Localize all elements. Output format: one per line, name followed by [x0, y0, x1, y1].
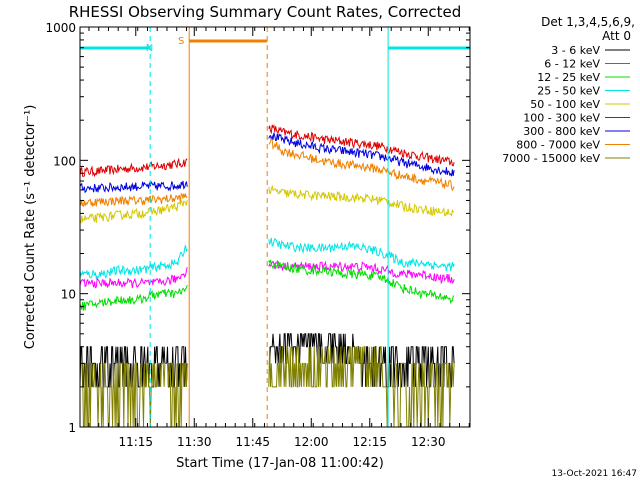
night-label: N: [146, 43, 153, 54]
saa-label: S: [178, 36, 184, 47]
plot-timestamp: 13-Oct-2021 16:47: [552, 469, 637, 479]
series-line-4-segment-0: [79, 245, 188, 281]
y-tick-label: 10: [61, 288, 76, 302]
series-line-0-segment-0: [79, 157, 188, 178]
x-tick-label: 11:15: [118, 435, 153, 449]
chart-title: RHESSI Observing Summary Count Rates, Co…: [69, 3, 462, 21]
series-line-2-segment-1: [268, 137, 455, 192]
x-tick-label: 11:45: [235, 435, 270, 449]
y-axis-label: Corrected Count Rate (s⁻¹ detector⁻¹): [23, 105, 38, 350]
x-tick-label: 11:30: [177, 435, 212, 449]
x-tick-label: 12:00: [294, 435, 329, 449]
series-line-8-segment-1: [268, 346, 455, 428]
legend-header-line-1: Det 1,3,4,5,6,9,: [541, 15, 635, 29]
x-axis: 11:15 11:30 11:45 12:00 12:15 12:30: [88, 27, 470, 449]
series-line-1-segment-1: [268, 132, 455, 177]
legend-entry-label: 300 - 800 keV: [523, 125, 600, 138]
plot-area: NS: [79, 27, 471, 428]
legend-entry-label: 800 - 7000 keV: [516, 139, 600, 152]
legend-entry-label: 7000 - 15000 keV: [502, 152, 600, 165]
series-line-6-segment-1: [268, 259, 455, 305]
x-axis-label: Start Time (17-Jan-08 11:00:42): [176, 456, 384, 471]
legend-entry-label: 3 - 6 keV: [551, 44, 600, 57]
y-tick-label: 1: [68, 421, 76, 435]
legend-header-line-2: Att 0: [602, 29, 631, 43]
series-line-4-segment-1: [268, 237, 455, 272]
plot-frame: [79, 26, 471, 428]
series-line-2-segment-0: [79, 192, 188, 208]
legend-entry-label: 25 - 50 keV: [537, 85, 600, 98]
legend-entry-label: 6 - 12 keV: [544, 58, 600, 71]
series-line-5-segment-0: [79, 267, 188, 289]
series-line-1-segment-0: [79, 180, 188, 194]
series-line-7-segment-0: [79, 346, 188, 388]
legend-entry-label: 100 - 300 keV: [523, 112, 600, 125]
series-line-8-segment-0: [80, 362, 188, 428]
series-line-0-segment-1: [268, 124, 455, 167]
legend-entry-label: 50 - 100 keV: [530, 98, 600, 111]
series-line-6-segment-0: [79, 284, 188, 311]
y-axis: 1 10 100 1000: [45, 21, 470, 435]
x-tick-label: 12:30: [411, 435, 446, 449]
y-tick-label: 1000: [45, 21, 76, 35]
series-line-3-segment-0: [79, 199, 188, 224]
x-tick-label: 12:15: [352, 435, 387, 449]
legend-entry-label: 12 - 25 keV: [537, 71, 600, 84]
y-tick-label: 100: [53, 154, 76, 168]
series-line-3-segment-1: [268, 184, 455, 217]
